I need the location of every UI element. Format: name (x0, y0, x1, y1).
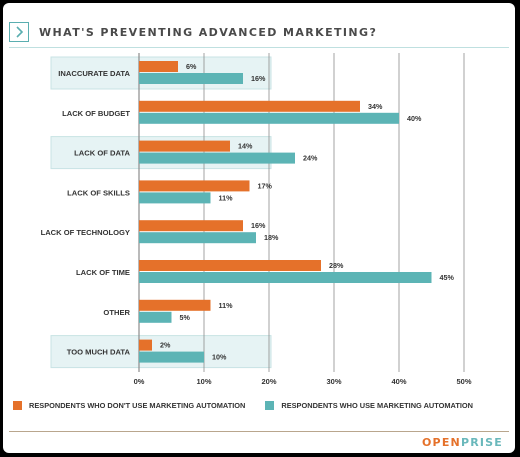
footer-divider (9, 431, 509, 432)
bar-automation (139, 73, 243, 84)
openprise-logo: OPEN PRISE (422, 436, 503, 449)
legend-label-no-automation: RESPONDENTS WHO DON'T USE MARKETING AUTO… (29, 401, 246, 410)
value-label-automation: 45% (440, 273, 455, 282)
value-label-no-automation: 17% (258, 181, 273, 190)
bar-automation (139, 112, 399, 124)
bar-automation (139, 232, 256, 244)
legend-item-no-automation: RESPONDENTS WHO DON'T USE MARKETING AUTO… (13, 401, 245, 410)
category-label: LACK OF BUDGET (62, 109, 130, 118)
value-label-automation: 11% (219, 193, 234, 202)
value-label-automation: 10% (212, 353, 227, 362)
bar-no-automation (139, 299, 211, 311)
bar-no-automation (139, 220, 243, 232)
value-label-no-automation: 16% (251, 221, 266, 230)
chart-legend: RESPONDENTS WHO DON'T USE MARKETING AUTO… (13, 401, 493, 410)
chart-panel: WHAT'S PREVENTING ADVANCED MARKETING? 0%… (3, 3, 515, 453)
legend-item-automation: RESPONDENTS WHO USE MARKETING AUTOMATION (265, 401, 473, 410)
chart-title: WHAT'S PREVENTING ADVANCED MARKETING? (39, 25, 378, 39)
x-tick-label: 40% (391, 377, 406, 386)
value-label-automation: 16% (251, 74, 266, 83)
category-label: TOO MUCH DATA (67, 348, 131, 357)
bar-automation (139, 351, 204, 363)
bar-automation (139, 272, 432, 283)
value-label-automation: 40% (407, 114, 422, 123)
value-label-no-automation: 11% (219, 301, 234, 310)
value-label-automation: 24% (303, 154, 318, 163)
value-label-no-automation: 2% (160, 341, 171, 350)
bar-no-automation (139, 61, 178, 72)
value-label-no-automation: 28% (329, 261, 344, 270)
x-tick-label: 0% (134, 377, 145, 386)
bar-no-automation (139, 100, 360, 112)
x-tick-label: 20% (261, 377, 276, 386)
x-tick-label: 30% (326, 377, 341, 386)
chevron-right-icon[interactable] (9, 22, 29, 42)
category-label: LACK OF TIME (76, 268, 130, 277)
value-label-no-automation: 6% (186, 62, 197, 71)
value-label-no-automation: 14% (238, 142, 253, 151)
bar-automation (139, 192, 211, 204)
legend-label-automation: RESPONDENTS WHO USE MARKETING AUTOMATION (281, 401, 473, 410)
value-label-automation: 18% (264, 233, 279, 242)
bar-no-automation (139, 180, 250, 192)
category-label: LACK OF DATA (74, 149, 130, 158)
category-label: INACCURATE DATA (58, 69, 130, 78)
bar-chart: 0% 10% 20% 30% 40% 50% INACCURATE DATA 6% 16% LAC… (41, 53, 472, 386)
bar-automation (139, 152, 295, 164)
bar-automation (139, 311, 172, 323)
bar-no-automation (139, 339, 152, 351)
chart-header: WHAT'S PREVENTING ADVANCED MARKETING? (9, 17, 377, 47)
category-label: LACK OF SKILLS (67, 188, 130, 197)
bar-no-automation (139, 260, 321, 271)
legend-swatch-teal (265, 401, 275, 410)
value-label-no-automation: 34% (368, 102, 383, 111)
category-label: LACK OF TECHNOLOGY (41, 228, 130, 237)
value-label-automation: 5% (180, 313, 191, 322)
logo-part-open: OPEN (422, 436, 461, 449)
category-label: OTHER (103, 308, 130, 317)
bar-no-automation (139, 140, 230, 152)
x-tick-label: 50% (456, 377, 471, 386)
header-divider (9, 47, 509, 48)
logo-part-prise: PRISE (460, 436, 503, 449)
legend-swatch-orange (13, 401, 22, 410)
x-tick-label: 10% (196, 377, 211, 386)
